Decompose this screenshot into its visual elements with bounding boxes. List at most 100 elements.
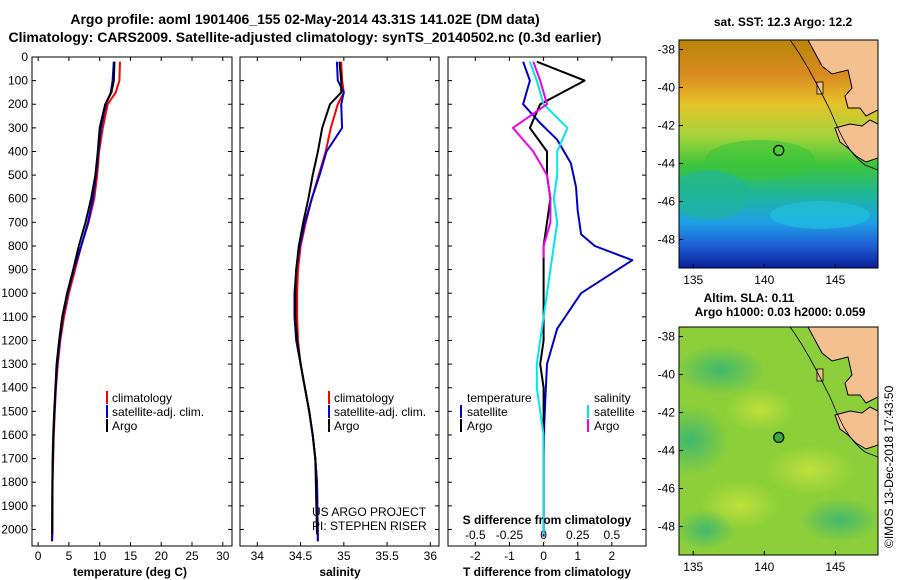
lon-tick-label: 145 <box>825 273 845 287</box>
legend-title-salinity: salinity <box>594 391 631 405</box>
depth-tick-label: 500 <box>8 168 28 182</box>
lon-tick-label: 140 <box>754 273 774 287</box>
series-line-salinity-argo <box>511 61 552 258</box>
lat-tick-label: -38 <box>658 43 676 57</box>
lat-tick-label: -42 <box>658 406 676 420</box>
s-difference-axis-label: S difference from climatology <box>463 513 632 527</box>
lat-tick-label: -40 <box>658 368 676 382</box>
legend-label-t-argo: Argo <box>467 419 493 433</box>
temperature-x-axis: 0 5 10 15 20 25 30 <box>35 57 230 563</box>
x-tick-label: 25 <box>185 549 199 563</box>
x-tick-label: 34 <box>251 549 265 563</box>
s-difference-tick-label: -0.5 <box>465 528 486 542</box>
depth-tick-label: 1400 <box>1 381 28 395</box>
depth-tick-label: 600 <box>8 192 28 206</box>
salinity-plot-frame <box>239 56 440 547</box>
legend-label-s-satellite: satellite <box>594 405 635 419</box>
float-marker-icon <box>773 144 785 156</box>
sla-map-frame <box>678 326 879 556</box>
x-tick-label: 2 <box>609 549 616 563</box>
lat-tick-label: -48 <box>658 233 676 247</box>
depth-tick-label: 800 <box>8 239 28 253</box>
x-tick-label: 34.5 <box>289 549 313 563</box>
lon-tick-label: 135 <box>683 273 703 287</box>
sla-map-title-line2: Argo h1000: 0.03 h2000: 0.059 <box>695 305 866 319</box>
series-line-climatology <box>51 61 121 542</box>
lat-tick-label: -44 <box>658 444 676 458</box>
t-difference-x-axis: -2 -1 0 1 2 <box>470 57 616 563</box>
depth-tick-label: 900 <box>8 263 28 277</box>
x-tick-label: 0 <box>35 549 42 563</box>
temperature-plot-frame <box>31 56 233 547</box>
depth-tick-label: 1300 <box>1 357 28 371</box>
s-difference-x-axis: -0.5 -0.25 0 0.25 0.5 <box>465 528 621 542</box>
lon-tick-label: 135 <box>683 560 703 574</box>
depth-tick-label: 400 <box>8 144 28 158</box>
temperature-axis-label: temperature (deg C) <box>73 565 187 579</box>
difference-series <box>511 60 634 537</box>
figure-title-line2: Climatology: CARS2009. Satellite-adjuste… <box>8 29 602 45</box>
figure-title-line1: Argo profile: aoml 1901406_155 02-May-20… <box>70 11 540 27</box>
depth-tick-label: 200 <box>8 97 28 111</box>
sst-map-axes: -38 -40 -42 -44 -46 -48 135 140 145 <box>658 43 846 288</box>
x-tick-label: 1 <box>574 549 581 563</box>
t-difference-axis-label: T difference from climatology <box>463 565 631 579</box>
x-tick-label: 0 <box>540 549 547 563</box>
x-tick-label: 5 <box>66 549 73 563</box>
legend-label-s-argo: Argo <box>594 419 620 433</box>
pi-credit: PI: STEPHEN RISER <box>312 519 427 533</box>
x-tick-label: 10 <box>93 549 107 563</box>
series-line-argo <box>51 61 116 535</box>
temperature-legend: climatology satellite-adj. clim. Argo <box>106 391 204 433</box>
difference-plot-frame <box>447 56 647 547</box>
depth-tick-label: 100 <box>8 74 28 88</box>
salinity-legend: climatology satellite-adj. clim. Argo <box>328 391 426 433</box>
series-line-argo <box>294 61 343 535</box>
project-credit: US ARGO PROJECT <box>312 505 427 519</box>
legend-label-satellite: satellite-adj. clim. <box>112 405 204 419</box>
salinity-series <box>293 61 345 542</box>
legend-label-climatology: climatology <box>334 391 394 405</box>
legend-label-satellite: satellite-adj. clim. <box>334 405 426 419</box>
salinity-axis-label: salinity <box>319 565 361 579</box>
x-tick-label: 20 <box>155 549 169 563</box>
series-line-temperature-argo <box>528 60 586 535</box>
imos-credit: ©IMOS 13-Dec-2018 17:43:50 <box>882 385 896 548</box>
s-difference-tick-label: 0.5 <box>604 528 621 542</box>
depth-tick-label: 1000 <box>1 286 28 300</box>
depth-tick-label: 2000 <box>1 522 28 536</box>
difference-legend-temperature: temperature satellite Argo <box>460 391 532 433</box>
series-line-satellite-adj-clim- <box>51 61 115 542</box>
x-tick-label: 35 <box>337 549 351 563</box>
legend-label-argo: Argo <box>334 419 360 433</box>
sla-map-axes: -38 -40 -42 -44 -46 -48 135 140 145 <box>658 330 846 575</box>
series-line-temperature-satellite <box>522 61 634 537</box>
lat-tick-label: -40 <box>658 81 676 95</box>
x-tick-label: 36 <box>424 549 438 563</box>
legend-title-temperature: temperature <box>467 391 532 405</box>
depth-tick-label: 1800 <box>1 475 28 489</box>
lat-tick-label: -46 <box>658 482 676 496</box>
float-marker-icon <box>773 431 785 443</box>
lat-tick-label: -42 <box>658 119 676 133</box>
x-tick-label: 30 <box>216 549 230 563</box>
x-tick-label: -1 <box>504 549 515 563</box>
x-tick-label: -2 <box>470 549 481 563</box>
depth-tick-label: 1700 <box>1 452 28 466</box>
series-line-satellite-adj-clim- <box>293 61 345 542</box>
sst-map-title: sat. SST: 12.3 Argo: 12.2 <box>714 15 853 29</box>
s-difference-tick-label: 0.25 <box>566 528 590 542</box>
s-difference-tick-label: -0.25 <box>496 528 524 542</box>
salinity-x-axis: 34 34.5 35 35.5 36 <box>251 57 438 563</box>
depth-tick-label: 1500 <box>1 404 28 418</box>
depth-tick-label: 1200 <box>1 333 28 347</box>
lat-tick-label: -48 <box>658 520 676 534</box>
lon-tick-label: 140 <box>754 560 774 574</box>
x-tick-label: 35.5 <box>375 549 399 563</box>
series-line-salinity-satellite <box>528 61 569 535</box>
sla-map-title-line1: Altim. SLA: 0.11 <box>704 291 795 305</box>
sla-map-image <box>679 327 878 555</box>
depth-tick-label: 1100 <box>2 310 28 324</box>
depth-tick-label: 1900 <box>1 499 28 513</box>
x-tick-label: 15 <box>124 549 138 563</box>
